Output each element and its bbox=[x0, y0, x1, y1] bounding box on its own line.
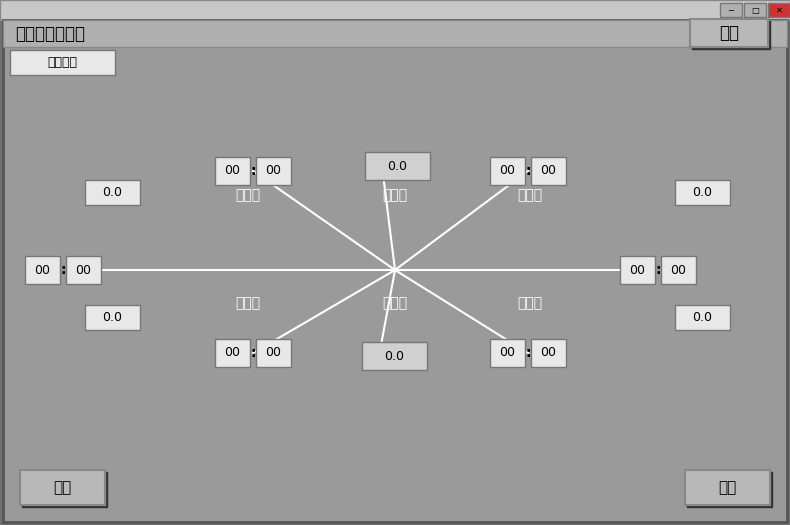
Bar bbox=[10, 50, 115, 75]
Text: :: : bbox=[60, 263, 66, 277]
Bar bbox=[0, 0, 790, 20]
Bar bbox=[215, 339, 250, 367]
Bar bbox=[66, 256, 101, 284]
Bar bbox=[692, 21, 770, 49]
Bar bbox=[662, 257, 697, 285]
Text: 00: 00 bbox=[265, 346, 281, 360]
Text: 00: 00 bbox=[630, 264, 645, 277]
Text: 平时段: 平时段 bbox=[517, 296, 543, 310]
Text: 00: 00 bbox=[35, 264, 51, 277]
Bar bbox=[216, 158, 251, 186]
Bar bbox=[532, 158, 567, 186]
Text: ─: ─ bbox=[728, 5, 733, 15]
Text: 保存: 保存 bbox=[718, 480, 736, 495]
Bar bbox=[366, 153, 431, 181]
Text: 峰时段: 峰时段 bbox=[517, 188, 543, 202]
Text: 00: 00 bbox=[265, 164, 281, 177]
Text: :: : bbox=[250, 164, 256, 178]
Bar bbox=[676, 181, 731, 206]
Bar bbox=[363, 343, 428, 371]
Bar bbox=[676, 306, 731, 331]
Text: 峰时段: 峰时段 bbox=[235, 188, 261, 202]
Bar bbox=[690, 19, 768, 47]
Bar bbox=[620, 256, 655, 284]
Text: 最低炉温: 最低炉温 bbox=[47, 56, 77, 69]
Bar bbox=[26, 257, 61, 285]
Text: 0.0: 0.0 bbox=[693, 311, 713, 324]
Text: 返回: 返回 bbox=[719, 24, 739, 42]
Bar bbox=[365, 152, 430, 180]
Text: 平时段: 平时段 bbox=[235, 296, 261, 310]
Bar bbox=[490, 339, 525, 367]
Bar bbox=[67, 257, 102, 285]
Text: 0.0: 0.0 bbox=[388, 160, 408, 173]
Bar bbox=[621, 257, 656, 285]
Bar bbox=[491, 158, 526, 186]
Bar bbox=[216, 340, 251, 368]
Text: 00: 00 bbox=[499, 346, 516, 360]
Bar bbox=[257, 340, 292, 368]
Text: 谷时段: 谷时段 bbox=[382, 296, 408, 310]
Text: 0.0: 0.0 bbox=[693, 186, 713, 199]
Bar bbox=[256, 157, 291, 185]
Bar bbox=[685, 470, 770, 505]
Text: 00: 00 bbox=[224, 346, 240, 360]
Text: 00: 00 bbox=[540, 164, 556, 177]
Text: 00: 00 bbox=[224, 164, 240, 177]
Bar bbox=[491, 340, 526, 368]
Bar bbox=[11, 51, 116, 76]
Text: :: : bbox=[655, 263, 660, 277]
Text: 0.0: 0.0 bbox=[385, 350, 404, 362]
Bar bbox=[362, 342, 427, 370]
Bar bbox=[3, 20, 787, 47]
Text: 平时段: 平时段 bbox=[382, 188, 408, 202]
Bar bbox=[86, 306, 141, 331]
Text: 0.0: 0.0 bbox=[103, 311, 122, 324]
Bar bbox=[22, 472, 107, 507]
Text: 炉温和时段设置: 炉温和时段设置 bbox=[15, 25, 85, 43]
Bar bbox=[257, 158, 292, 186]
Text: 00: 00 bbox=[671, 264, 687, 277]
Text: 0.0: 0.0 bbox=[103, 186, 122, 199]
Bar bbox=[768, 3, 790, 17]
Bar bbox=[25, 256, 60, 284]
Bar bbox=[256, 339, 291, 367]
Text: 00: 00 bbox=[499, 164, 516, 177]
Bar bbox=[675, 180, 730, 205]
Bar bbox=[675, 305, 730, 330]
Bar bbox=[20, 470, 105, 505]
Text: :: : bbox=[525, 346, 531, 360]
Bar bbox=[531, 339, 566, 367]
Text: □: □ bbox=[751, 5, 759, 15]
Text: :: : bbox=[525, 164, 531, 178]
Bar bbox=[86, 181, 141, 206]
Text: 00: 00 bbox=[76, 264, 92, 277]
Bar bbox=[85, 180, 140, 205]
Text: :: : bbox=[250, 346, 256, 360]
Bar bbox=[531, 157, 566, 185]
Bar bbox=[532, 340, 567, 368]
Bar bbox=[85, 305, 140, 330]
Text: 00: 00 bbox=[540, 346, 556, 360]
Bar bbox=[720, 3, 742, 17]
Bar bbox=[661, 256, 696, 284]
Bar bbox=[687, 472, 772, 507]
Text: ✕: ✕ bbox=[776, 5, 783, 15]
Text: 读取: 读取 bbox=[54, 480, 72, 495]
Bar bbox=[490, 157, 525, 185]
Bar bbox=[744, 3, 766, 17]
Bar bbox=[215, 157, 250, 185]
